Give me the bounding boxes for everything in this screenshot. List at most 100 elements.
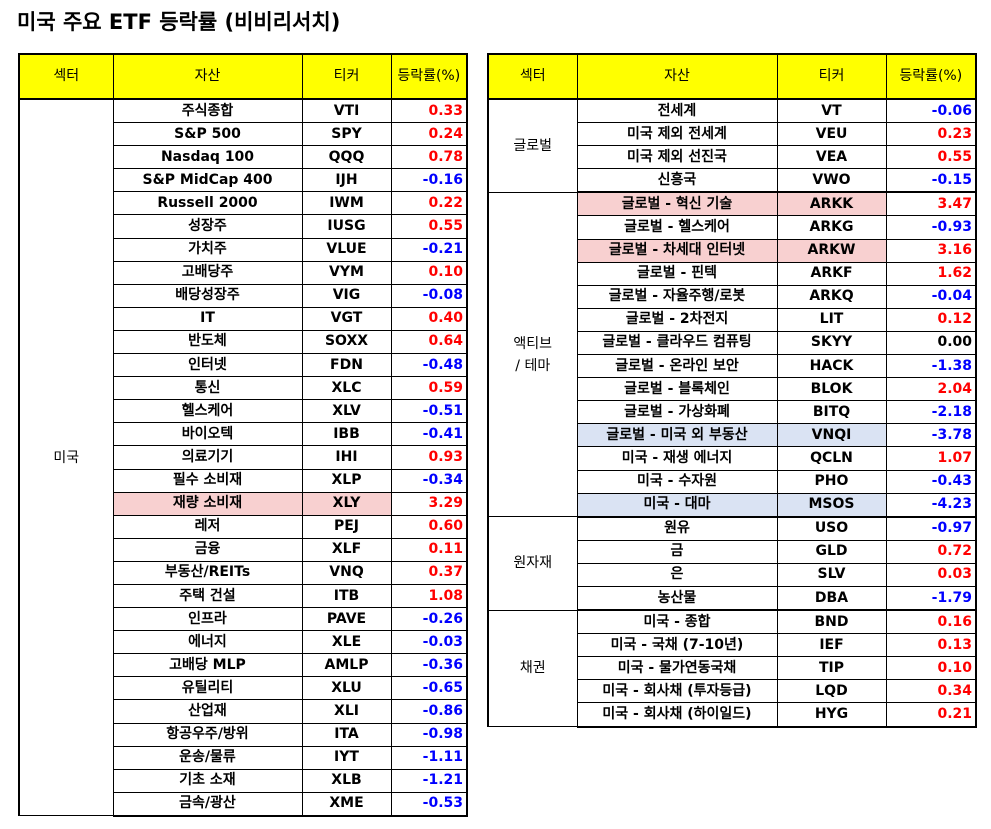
ticker-cell: XLI	[301, 699, 392, 724]
change-cell: 0.23	[885, 122, 977, 147]
ticker-cell: ARKK	[776, 191, 887, 217]
change-cell: -0.15	[885, 168, 977, 194]
ticker-cell: HYG	[776, 702, 887, 728]
change-cell: 0.10	[885, 656, 977, 681]
change-cell: -0.43	[885, 469, 977, 494]
header-change: 등락률(%)	[390, 53, 468, 100]
table-row: 금속/광산 XME -0.53	[19, 791, 468, 817]
change-cell: -1.21	[390, 768, 468, 793]
asset-cell: 산업재	[112, 699, 303, 724]
table-row: 미국 - 국채 (7-10년) IEF 0.13	[488, 633, 977, 658]
table-row: 의료기기 IHI 0.93	[19, 445, 468, 470]
ticker-cell: XLY	[301, 491, 392, 516]
change-cell: 0.72	[885, 539, 977, 564]
sector-cell: 원자재	[487, 516, 578, 611]
table-row: 채권 미국 - 종합 BND 0.16	[487, 609, 977, 728]
ticker-cell: BLOK	[776, 377, 887, 402]
sector-cell: 액티브 / 테마	[487, 191, 578, 518]
asset-cell: 필수 소비재	[112, 468, 303, 493]
change-cell: 0.55	[885, 145, 977, 170]
asset-cell: 전세계	[576, 98, 778, 124]
table-row: 금융 XLF 0.11	[19, 537, 468, 562]
table-row: 미국 주식종합 VTI 0.33	[18, 98, 468, 817]
change-cell: 0.10	[390, 260, 468, 285]
asset-cell: 원유	[576, 516, 778, 541]
ticker-cell: VEA	[776, 145, 887, 170]
change-cell: 0.55	[390, 214, 468, 239]
change-cell: 0.34	[885, 679, 977, 704]
header-change: 등락률(%)	[885, 53, 977, 100]
ticker-cell: ITB	[301, 583, 392, 609]
ticker-cell: VTI	[301, 98, 392, 124]
asset-cell: 미국 제외 선진국	[576, 145, 778, 170]
table-row: 고배당주 VYM 0.10	[19, 260, 468, 285]
ticker-cell: IHI	[301, 445, 392, 470]
sector-cell: 미국	[18, 98, 114, 817]
ticker-cell: ITA	[301, 722, 392, 747]
asset-cell: 글로벌 - 가상화폐	[576, 400, 778, 425]
table-row: 글로벌 - 2차전지 LIT 0.12	[488, 307, 977, 332]
header-ticker: 티커	[776, 53, 887, 100]
change-cell: 3.29	[390, 491, 468, 516]
change-cell: 3.16	[885, 238, 977, 263]
change-cell: 0.24	[390, 122, 468, 147]
ticker-cell: DBA	[776, 585, 887, 612]
table-row: 농산물 DBA -1.79	[488, 585, 977, 612]
asset-cell: 농산물	[576, 585, 778, 612]
ticker-cell: VWO	[776, 168, 887, 194]
asset-cell: 에너지	[112, 630, 303, 655]
header-sector: 섹터	[18, 53, 114, 100]
left-etf-table: 섹터 자산 티커 등락률(%) 미국 주식종합 VTI 0.33 S&P 500 SPY 0…	[18, 53, 468, 817]
change-cell: -0.36	[390, 653, 468, 678]
table-row: 글로벌 - 자율주행/로봇 ARKQ -0.04	[488, 284, 977, 309]
change-cell: 0.12	[885, 307, 977, 332]
table-row: 배당성장주 VIG -0.08	[19, 283, 468, 308]
ticker-cell: VIG	[301, 283, 392, 308]
asset-cell: 미국 - 물가연동국채	[576, 656, 778, 681]
table-row: 재량 소비재 XLY 3.29	[19, 491, 468, 516]
change-cell: 0.59	[390, 376, 468, 401]
change-cell: -4.23	[885, 492, 977, 518]
asset-cell: 미국 - 회사채 (하이일드)	[576, 702, 778, 728]
table-row: 신흥국 VWO -0.15	[488, 168, 977, 194]
asset-cell: 가치주	[112, 237, 303, 262]
table-row: 미국 - 대마 MSOS -4.23	[488, 492, 977, 518]
change-cell: -0.21	[390, 237, 468, 262]
asset-cell: 반도체	[112, 329, 303, 355]
change-cell: -0.93	[885, 215, 977, 240]
ticker-cell: USO	[776, 516, 887, 541]
asset-cell: S&P MidCap 400	[112, 168, 303, 193]
change-cell: 0.64	[390, 329, 468, 355]
asset-cell: 은	[576, 562, 778, 587]
table-row: 산업재 XLI -0.86	[19, 699, 468, 724]
change-cell: 0.93	[390, 445, 468, 470]
ticker-cell: IWM	[301, 191, 392, 216]
ticker-cell: XLB	[301, 768, 392, 793]
asset-cell: 미국 - 대마	[576, 492, 778, 518]
change-cell: -2.18	[885, 400, 977, 425]
ticker-cell: PHO	[776, 469, 887, 494]
right-table-body: 글로벌 전세계 VT -0.06 미국 제외 전세계 VEU 0.23 미국 제외 선진국 VE…	[487, 98, 977, 728]
asset-cell: 통신	[112, 376, 303, 401]
asset-cell: 글로벌 - 혁신 기술	[576, 191, 778, 217]
ticker-cell: IYT	[301, 745, 392, 770]
table-row: 글로벌 - 차세대 인터넷 ARKW 3.16	[488, 238, 977, 263]
asset-cell: 글로벌 - 차세대 인터넷	[576, 238, 778, 263]
ticker-cell: ARKQ	[776, 284, 887, 309]
asset-cell: 미국 - 종합	[576, 609, 778, 635]
asset-cell: 유틸리티	[112, 676, 303, 701]
change-cell: -0.97	[885, 516, 977, 541]
ticker-cell: SOXX	[301, 329, 392, 355]
asset-cell: 고배당주	[112, 260, 303, 285]
asset-cell: 미국 제외 전세계	[576, 122, 778, 147]
ticker-cell: VT	[776, 98, 887, 124]
asset-cell: 바이오텍	[112, 422, 303, 447]
ticker-cell: QQQ	[301, 145, 392, 170]
asset-cell: 헬스케어	[112, 399, 303, 424]
asset-cell: 금	[576, 539, 778, 564]
ticker-cell: VYM	[301, 260, 392, 285]
change-cell: 0.11	[390, 537, 468, 562]
asset-cell: 글로벌 - 헬스케어	[576, 215, 778, 240]
left-table-body: 미국 주식종합 VTI 0.33 S&P 500 SPY 0.24 Nasdaq 100 QQQ…	[18, 98, 468, 817]
ticker-cell: LIT	[776, 307, 887, 332]
